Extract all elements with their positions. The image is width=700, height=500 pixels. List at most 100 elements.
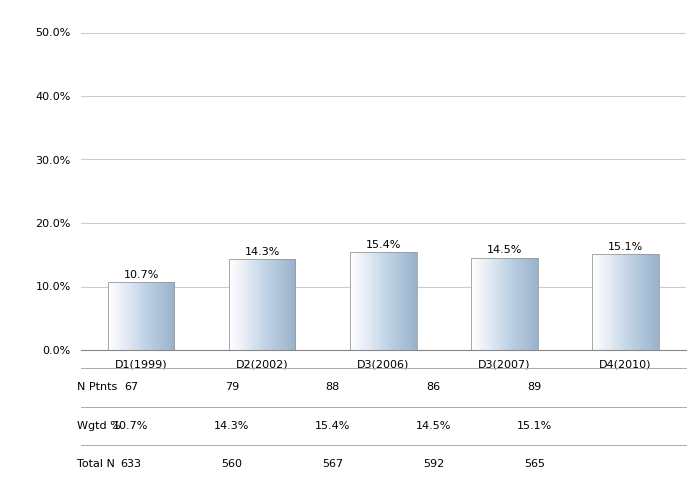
Bar bbox=[477, 258, 478, 350]
Bar bbox=[514, 258, 516, 350]
Bar bbox=[473, 258, 475, 350]
Bar bbox=[491, 258, 492, 350]
Text: 79: 79 bbox=[225, 382, 239, 392]
Text: 15.1%: 15.1% bbox=[608, 242, 643, 252]
Bar bbox=[645, 254, 647, 350]
Bar bbox=[351, 252, 352, 350]
Bar bbox=[515, 258, 517, 350]
Bar bbox=[292, 259, 293, 350]
Bar bbox=[631, 254, 632, 350]
Bar bbox=[484, 258, 486, 350]
Bar bbox=[278, 259, 279, 350]
Bar bbox=[289, 259, 290, 350]
Bar bbox=[133, 282, 134, 350]
Bar bbox=[623, 254, 624, 350]
Bar bbox=[613, 254, 615, 350]
Bar bbox=[352, 252, 354, 350]
Bar bbox=[138, 282, 139, 350]
Bar bbox=[269, 259, 270, 350]
Bar bbox=[622, 254, 624, 350]
Bar bbox=[171, 282, 172, 350]
Bar bbox=[371, 252, 372, 350]
Bar bbox=[655, 254, 657, 350]
Bar bbox=[123, 282, 125, 350]
Bar bbox=[630, 254, 631, 350]
Bar bbox=[471, 258, 538, 350]
Bar bbox=[144, 282, 146, 350]
Bar bbox=[480, 258, 482, 350]
Bar bbox=[634, 254, 636, 350]
Bar bbox=[356, 252, 357, 350]
Bar bbox=[259, 259, 260, 350]
Bar bbox=[653, 254, 654, 350]
Bar bbox=[157, 282, 158, 350]
Bar bbox=[610, 254, 611, 350]
Text: Total N: Total N bbox=[77, 459, 115, 469]
Bar bbox=[379, 252, 380, 350]
Bar bbox=[169, 282, 170, 350]
Bar bbox=[399, 252, 400, 350]
Bar bbox=[475, 258, 476, 350]
Bar bbox=[507, 258, 508, 350]
Bar bbox=[238, 259, 239, 350]
Bar bbox=[162, 282, 164, 350]
Bar bbox=[165, 282, 167, 350]
Bar bbox=[114, 282, 116, 350]
Bar bbox=[501, 258, 503, 350]
Text: 10.7%: 10.7% bbox=[123, 270, 159, 280]
Bar bbox=[263, 259, 265, 350]
Bar bbox=[609, 254, 610, 350]
Bar bbox=[384, 252, 386, 350]
Bar bbox=[647, 254, 648, 350]
Bar bbox=[405, 252, 406, 350]
Bar bbox=[598, 254, 600, 350]
Bar bbox=[127, 282, 128, 350]
Bar bbox=[619, 254, 620, 350]
Bar bbox=[368, 252, 369, 350]
Bar bbox=[413, 252, 414, 350]
Bar bbox=[120, 282, 121, 350]
Bar bbox=[155, 282, 157, 350]
Bar bbox=[508, 258, 509, 350]
Bar bbox=[242, 259, 244, 350]
Bar bbox=[500, 258, 501, 350]
Bar bbox=[168, 282, 169, 350]
Bar bbox=[142, 282, 144, 350]
Bar bbox=[360, 252, 361, 350]
Bar bbox=[401, 252, 402, 350]
Bar bbox=[372, 252, 374, 350]
Bar bbox=[293, 259, 295, 350]
Bar bbox=[648, 254, 649, 350]
Bar bbox=[492, 258, 493, 350]
Bar bbox=[643, 254, 645, 350]
Bar bbox=[657, 254, 658, 350]
Text: Wgtd %: Wgtd % bbox=[77, 421, 120, 431]
Bar bbox=[391, 252, 393, 350]
Bar bbox=[235, 259, 237, 350]
Bar bbox=[237, 259, 238, 350]
Bar bbox=[265, 259, 266, 350]
Bar bbox=[125, 282, 126, 350]
Bar bbox=[256, 259, 257, 350]
Text: 15.4%: 15.4% bbox=[365, 240, 401, 250]
Bar bbox=[407, 252, 408, 350]
Bar bbox=[362, 252, 363, 350]
Bar bbox=[608, 254, 609, 350]
Bar bbox=[488, 258, 489, 350]
Bar bbox=[151, 282, 153, 350]
Bar bbox=[260, 259, 261, 350]
Bar bbox=[498, 258, 499, 350]
Bar bbox=[612, 254, 613, 350]
Bar bbox=[536, 258, 538, 350]
Bar bbox=[615, 254, 617, 350]
Bar bbox=[486, 258, 488, 350]
Bar bbox=[510, 258, 511, 350]
Bar bbox=[482, 258, 484, 350]
Bar bbox=[505, 258, 507, 350]
Bar bbox=[636, 254, 637, 350]
Bar bbox=[272, 259, 274, 350]
Bar bbox=[511, 258, 512, 350]
Bar bbox=[494, 258, 496, 350]
Bar bbox=[170, 282, 172, 350]
Bar bbox=[412, 252, 414, 350]
